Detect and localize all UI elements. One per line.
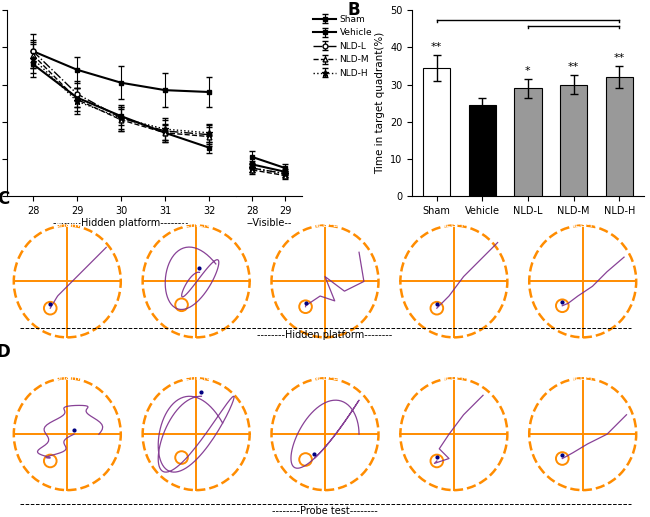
X-axis label: --------Hidden platform--------: --------Hidden platform-------- — [53, 219, 188, 229]
Text: --------Probe test--------: --------Probe test-------- — [272, 506, 378, 515]
Bar — [514, 88, 541, 196]
Text: B: B — [348, 1, 360, 19]
Text: --------Hidden platform--------: --------Hidden platform-------- — [257, 330, 393, 340]
Text: *: * — [525, 66, 531, 76]
X-axis label: --Visible--: --Visible-- — [246, 219, 291, 229]
Text: **: ** — [431, 42, 442, 52]
Text: D: D — [0, 343, 10, 361]
Y-axis label: Time in target quadrant(%): Time in target quadrant(%) — [374, 32, 385, 174]
Bar — [606, 77, 633, 196]
Text: C: C — [0, 190, 9, 208]
Bar — [423, 68, 450, 196]
Bar — [560, 85, 588, 196]
Legend: Sham, Vehicle, NLD-L, NLD-M, NLD-H: Sham, Vehicle, NLD-L, NLD-M, NLD-H — [309, 11, 376, 81]
Text: **: ** — [568, 63, 579, 72]
Bar — [469, 105, 496, 196]
Text: **: ** — [614, 53, 625, 63]
